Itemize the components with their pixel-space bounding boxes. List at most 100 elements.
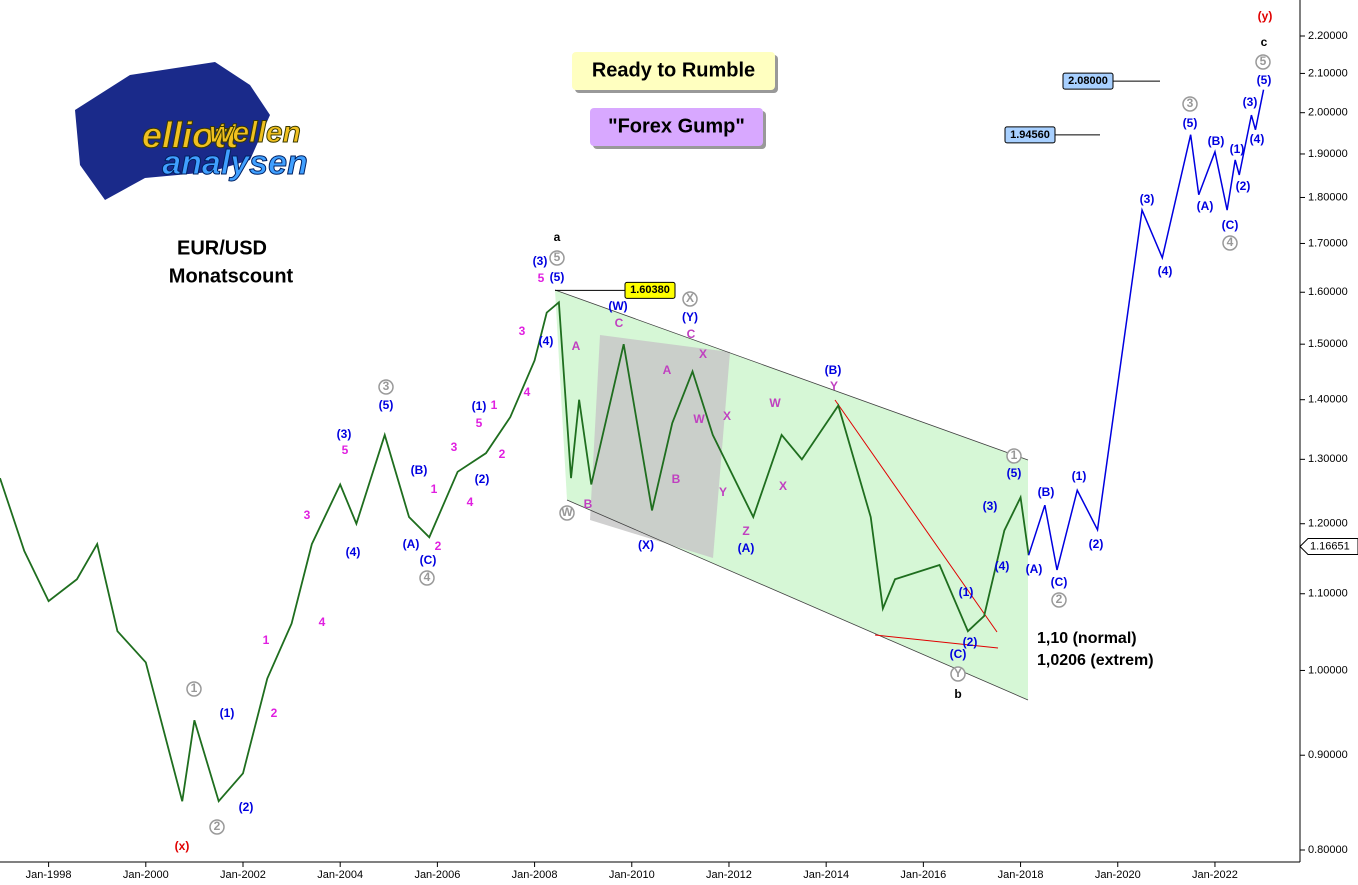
x-tick-label: Jan-2008 xyxy=(512,869,558,881)
wave-label: (B) xyxy=(825,363,842,377)
wave-circle xyxy=(1182,96,1198,112)
note: 1,10 (normal) xyxy=(1037,630,1137,647)
wave-label: (4) xyxy=(995,559,1010,573)
logo-text: wellen xyxy=(209,116,301,149)
logo: elliott wellen analysen xyxy=(75,62,308,200)
wave-label: (1) xyxy=(1072,469,1087,483)
price-marker-label: 1.94560 xyxy=(1010,129,1050,141)
wave-label: (3) xyxy=(983,499,998,513)
channel-bottom xyxy=(566,499,1029,701)
wave-label: 2 xyxy=(1056,592,1063,606)
wave-label: 4 xyxy=(524,385,531,399)
wave-label: 4 xyxy=(467,495,474,509)
y-tick-label: 1.50000 xyxy=(1308,338,1348,350)
price-marker-box xyxy=(624,281,676,299)
wave-label: 5 xyxy=(1260,54,1267,68)
price-marker-label: 1.60380 xyxy=(630,284,670,296)
y-tick-label: 1.30000 xyxy=(1308,453,1348,465)
wave-label: (A) xyxy=(1026,562,1043,576)
wave-label: 4 xyxy=(319,615,326,629)
chart-subtitle: Monatscount xyxy=(169,265,294,287)
wave-label: (5) xyxy=(379,398,394,412)
logo-text: elliott xyxy=(142,115,240,156)
wave-label: (1) xyxy=(220,706,235,720)
trend-line xyxy=(834,399,998,633)
wave-label: Y xyxy=(954,666,962,680)
wave-label: Y xyxy=(719,485,727,499)
wave-label: (5) xyxy=(1183,116,1198,130)
wave-circle xyxy=(1255,54,1271,70)
logo-text: analysen xyxy=(162,144,308,182)
wave-label: 1 xyxy=(431,482,438,496)
wave-label: 5 xyxy=(554,250,561,264)
wave-label: 3 xyxy=(383,379,390,393)
x-tick-label: Jan-2016 xyxy=(900,869,946,881)
y-tick-label: 1.10000 xyxy=(1308,588,1348,600)
wave-circle xyxy=(950,666,966,682)
wave-label: (A) xyxy=(403,537,420,551)
wave-circle xyxy=(186,681,202,697)
wave-label: (W) xyxy=(608,299,627,313)
gray-zone xyxy=(590,335,730,558)
x-tick-label: Jan-2004 xyxy=(317,869,363,881)
wave-label: c xyxy=(1261,35,1268,49)
wave-label: X xyxy=(686,291,694,305)
x-tick-label: Jan-2002 xyxy=(220,869,266,881)
price-marker-box xyxy=(1062,72,1114,90)
current-price-box xyxy=(1299,538,1358,556)
price-line xyxy=(0,300,1030,804)
wave-label: X xyxy=(699,347,707,361)
wave-label: (5) xyxy=(550,270,565,284)
wave-label: (C) xyxy=(1222,218,1239,232)
wave-label: (5) xyxy=(1007,466,1022,480)
wave-circle xyxy=(1006,448,1022,464)
wave-label: (y) xyxy=(1258,9,1273,23)
wave-label: (5) xyxy=(1257,73,1272,87)
wave-label: (C) xyxy=(950,647,967,661)
wave-label: (C) xyxy=(1051,575,1068,589)
x-tick-label: Jan-2014 xyxy=(803,869,849,881)
callout-box xyxy=(572,52,775,90)
wave-label: 3 xyxy=(519,324,526,338)
price-marker-box xyxy=(1004,126,1056,144)
x-tick-label: Jan-2010 xyxy=(609,869,655,881)
wave-label: 2 xyxy=(435,539,442,553)
wave-label: W xyxy=(769,396,781,410)
y-tick-label: 1.20000 xyxy=(1308,518,1348,530)
callout-text: "Forex Gump" xyxy=(608,115,745,137)
wave-circle xyxy=(419,570,435,586)
wave-label: 5 xyxy=(476,416,483,430)
note: 1,0206 (extrem) xyxy=(1037,652,1154,669)
current-price-label: 1.16651 xyxy=(1310,540,1350,552)
wave-label: 2 xyxy=(499,447,506,461)
wave-label: Z xyxy=(742,524,749,538)
wave-label: (3) xyxy=(1243,95,1258,109)
wave-label: (A) xyxy=(1197,199,1214,213)
wave-label: (4) xyxy=(1250,132,1265,146)
x-tick-label: Jan-1998 xyxy=(26,869,72,881)
price-marker-label: 2.08000 xyxy=(1068,75,1108,87)
wave-label: (2) xyxy=(1089,537,1104,551)
x-tick-label: Jan-2006 xyxy=(414,869,460,881)
wave-label: W xyxy=(561,505,573,519)
y-tick-label: 2.20000 xyxy=(1308,30,1348,42)
wave-label: 5 xyxy=(342,443,349,457)
wave-label: (A) xyxy=(738,541,755,555)
wave-label: 2 xyxy=(271,706,278,720)
chart-title: EUR/USD xyxy=(177,237,267,259)
y-tick-label: 1.90000 xyxy=(1308,148,1348,160)
wave-circle xyxy=(549,250,565,266)
y-tick-label: 0.80000 xyxy=(1308,844,1348,856)
x-tick-label: Jan-2020 xyxy=(1095,869,1141,881)
wave-label: (X) xyxy=(638,538,654,552)
callout-box xyxy=(590,108,763,146)
wave-circle xyxy=(209,819,225,835)
y-tick-label: 1.60000 xyxy=(1308,286,1348,298)
wave-label: Y xyxy=(830,379,838,393)
wave-label: X xyxy=(779,479,787,493)
wave-label: a xyxy=(554,230,561,244)
wave-label: A xyxy=(663,363,672,377)
wave-label: (2) xyxy=(1236,179,1251,193)
wave-label: 3 xyxy=(304,508,311,522)
y-tick-label: 1.70000 xyxy=(1308,237,1348,249)
